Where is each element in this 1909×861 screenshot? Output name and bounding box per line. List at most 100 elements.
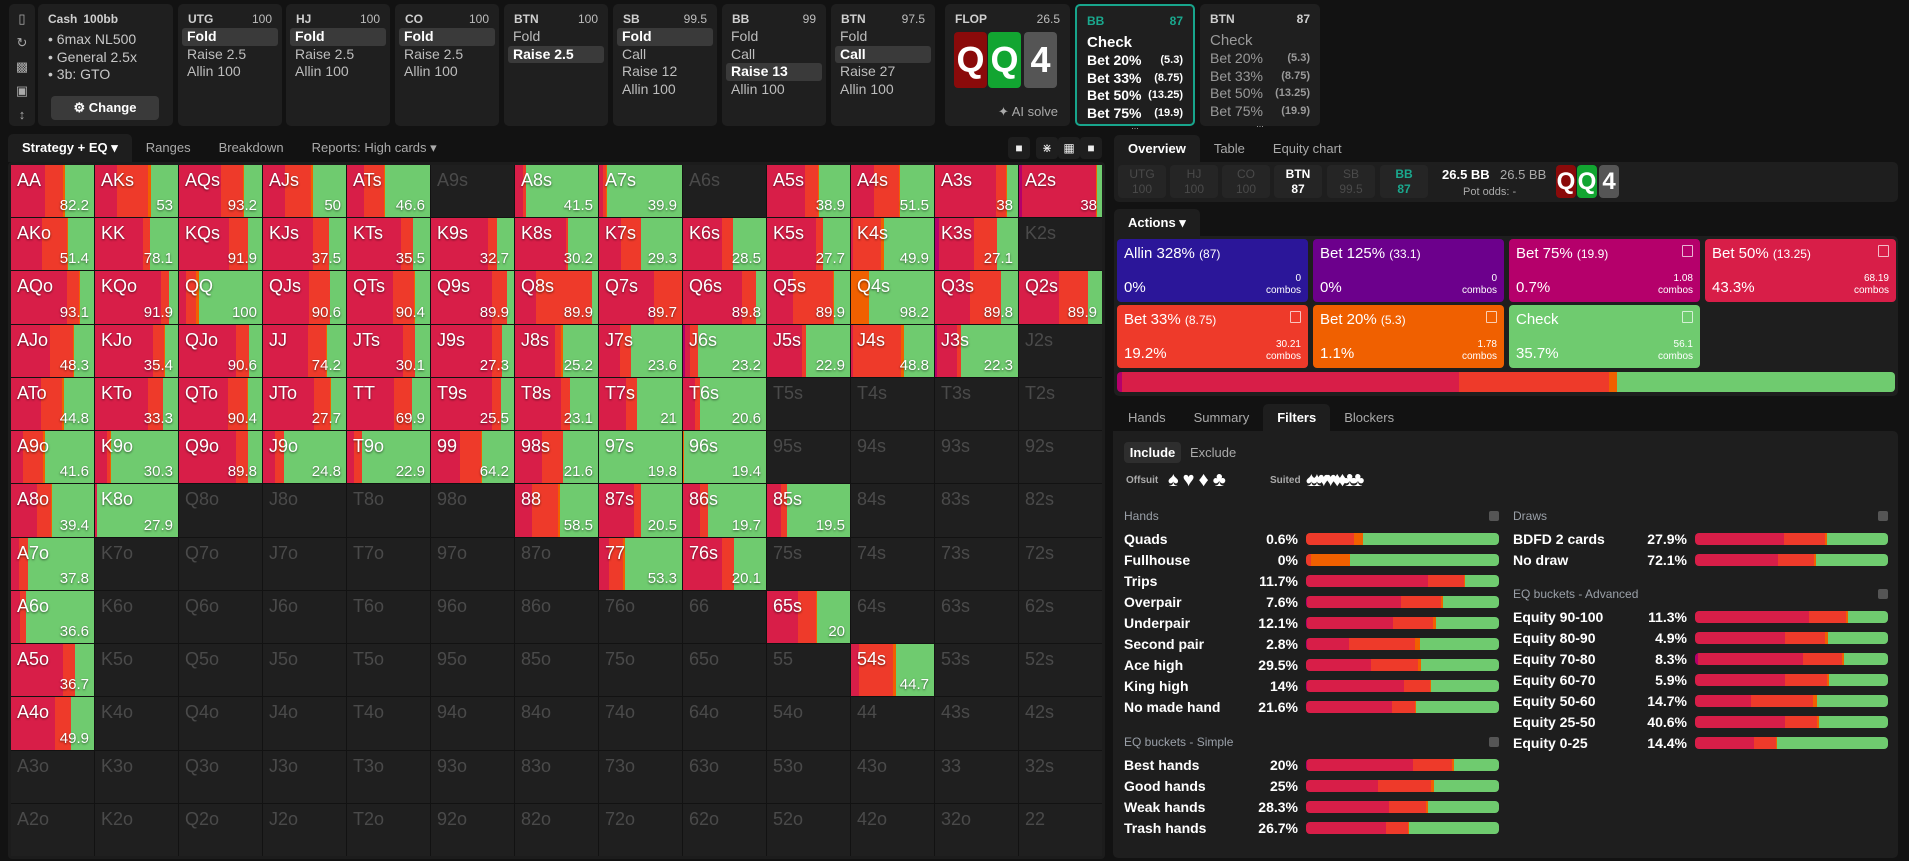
hand-cell[interactable]: Q7o xyxy=(179,537,262,590)
hand-cell[interactable]: 43o xyxy=(851,750,934,803)
hand-cell[interactable]: Q6s 89.8 xyxy=(683,271,766,324)
hand-cell[interactable]: 63s xyxy=(935,590,1018,644)
hand-cell[interactable]: JTo 27.7 xyxy=(263,377,346,431)
hand-cell[interactable]: 54s 44.7 xyxy=(851,644,934,697)
seat-utg[interactable]: UTG 100 xyxy=(1118,165,1166,198)
section-checkbox[interactable] xyxy=(1878,589,1888,599)
hand-cell[interactable]: J7s 23.6 xyxy=(599,324,682,377)
hand-cell[interactable]: 32o xyxy=(935,803,1018,856)
hand-cell[interactable]: T7s 21 xyxy=(599,377,682,431)
action-option[interactable]: Raise 13 xyxy=(726,63,822,81)
hand-cell[interactable]: AJs 50 xyxy=(263,165,346,218)
action-option[interactable]: Fold xyxy=(617,28,713,46)
filter-row[interactable]: Best hands 20% xyxy=(1124,754,1499,775)
seat-sb[interactable]: SB 99.5 xyxy=(1327,165,1375,198)
hand-cell[interactable]: 53o xyxy=(767,750,850,803)
hand-cell[interactable]: 94s xyxy=(851,431,934,484)
hand-cell[interactable]: Q4s 98.2 xyxy=(851,271,934,324)
hand-cell[interactable]: 22 xyxy=(1019,803,1102,856)
details-icon[interactable] xyxy=(1290,311,1301,323)
hand-cell[interactable]: A9s xyxy=(431,165,514,218)
action-tile-bet-33-[interactable]: Bet 33% (8.75) 19.2% 30.21 combos xyxy=(1117,305,1308,368)
hand-cell[interactable]: Q4o xyxy=(179,697,262,750)
hand-cell[interactable]: A5s 38.9 xyxy=(767,165,850,218)
action-option[interactable]: Call xyxy=(622,45,647,62)
hand-cell[interactable]: J2s xyxy=(1019,324,1102,377)
more-indicator[interactable]: ... xyxy=(1256,119,1264,129)
bet-option[interactable]: Bet 20% (5.3) xyxy=(1087,52,1183,68)
hand-cell[interactable]: T4s xyxy=(851,377,934,431)
hand-cell[interactable]: Q3s 89.8 xyxy=(935,271,1018,324)
hand-cell[interactable]: 52o xyxy=(767,803,850,856)
hand-cell[interactable]: 74s xyxy=(851,537,934,590)
tab-strategy-eq[interactable]: Strategy + EQ ▾ xyxy=(8,134,132,162)
hand-cell[interactable]: J8s 25.2 xyxy=(515,324,598,377)
hand-cell[interactable]: 95s xyxy=(767,431,850,484)
hand-cell[interactable]: T2s xyxy=(1019,377,1102,431)
filter-row[interactable]: Overpair 7.6% xyxy=(1124,591,1499,612)
filter-row[interactable]: Good hands 25% xyxy=(1124,775,1499,796)
club-icon[interactable]: ♣ xyxy=(1212,469,1230,491)
bet-option[interactable]: Bet 33% (8.75) xyxy=(1087,69,1183,86)
hand-cell[interactable]: A4s 51.5 xyxy=(851,165,934,218)
filter-row[interactable]: Equity 70-80 8.3% xyxy=(1513,648,1888,669)
hand-cell[interactable]: 43s xyxy=(935,697,1018,750)
hand-cell[interactable]: AQo 93.1 xyxy=(11,271,94,324)
filter-row[interactable]: No made hand 21.6% xyxy=(1124,696,1499,717)
seat-co[interactable]: CO 100 xyxy=(1222,165,1270,198)
hand-cell[interactable]: 52s xyxy=(1019,644,1102,697)
hand-cell[interactable]: A9o 41.6 xyxy=(11,431,94,484)
hand-cell[interactable]: 87o xyxy=(515,537,598,590)
hand-cell[interactable]: A5o 36.7 xyxy=(11,644,94,697)
hand-cell[interactable]: KK 78.1 xyxy=(95,218,178,271)
hand-cell[interactable]: 96s 19.4 xyxy=(683,431,766,484)
tab-hands[interactable]: Hands xyxy=(1128,410,1166,425)
hand-cell[interactable]: 88 58.5 xyxy=(515,484,598,537)
hand-cell[interactable]: 95o xyxy=(431,644,514,697)
filter-row[interactable]: Underpair 12.1% xyxy=(1124,612,1499,633)
compress-icon[interactable]: ⋇ xyxy=(1036,137,1058,159)
hand-cell[interactable]: K5o xyxy=(95,644,178,697)
hand-cell[interactable]: A3o xyxy=(11,750,94,803)
tab-breakdown[interactable]: Breakdown xyxy=(218,140,284,155)
hand-cell[interactable]: T4o xyxy=(347,697,430,750)
hand-cell[interactable]: J6s 23.2 xyxy=(683,324,766,377)
check-option[interactable]: Check xyxy=(1210,32,1253,49)
text-height-icon[interactable]: ↕ xyxy=(18,107,26,122)
action-tile-allin-328-[interactable]: Allin 328% (87) 0% 0 combos xyxy=(1117,239,1308,302)
hand-cell[interactable]: A6s xyxy=(683,165,766,218)
hand-cell[interactable]: K8s 30.2 xyxy=(515,218,598,271)
hand-cell[interactable]: 83s xyxy=(935,484,1018,537)
hand-cell[interactable]: J4o xyxy=(263,697,346,750)
hand-cell[interactable]: Q5o xyxy=(179,644,262,697)
section-checkbox[interactable] xyxy=(1878,511,1888,521)
hand-cell[interactable]: 65o xyxy=(683,644,766,697)
hand-cell[interactable]: 99 64.2 xyxy=(431,431,514,484)
filter-row[interactable]: Equity 80-90 4.9% xyxy=(1513,627,1888,648)
bet-option[interactable]: Bet 50% (13.25) xyxy=(1210,85,1310,101)
hand-cell[interactable]: K2s xyxy=(1019,218,1102,271)
action-option[interactable]: Raise 2.5 xyxy=(187,45,247,62)
hand-cell[interactable]: 42s xyxy=(1019,697,1102,750)
hand-cell[interactable]: 72s xyxy=(1019,537,1102,590)
filter-row[interactable]: Equity 50-60 14.7% xyxy=(1513,690,1888,711)
section-checkbox[interactable] xyxy=(1489,737,1499,747)
hand-cell[interactable]: J3o xyxy=(263,750,346,803)
filter-row[interactable]: Trips 11.7% xyxy=(1124,570,1499,591)
grid-icon[interactable]: ▦ xyxy=(1058,137,1080,159)
hand-cell[interactable]: 85s 19.5 xyxy=(767,484,850,537)
hand-cell[interactable]: 97s 19.8 xyxy=(599,431,682,484)
hand-cell[interactable]: 33 xyxy=(935,750,1018,803)
heart-icon[interactable]: ♥♥ xyxy=(1317,469,1337,491)
hand-cell[interactable]: K7s 29.3 xyxy=(599,218,682,271)
refresh-icon[interactable]: ↻ xyxy=(16,35,28,50)
filter-row[interactable]: Second pair 2.8% xyxy=(1124,633,1499,654)
hand-cell[interactable]: 76s 20.1 xyxy=(683,537,766,590)
action-option[interactable]: Raise 2.5 xyxy=(404,45,464,62)
hand-cell[interactable]: ATs 46.6 xyxy=(347,165,430,218)
hand-cell[interactable]: 82o xyxy=(515,803,598,856)
hand-cell[interactable]: QTo 90.4 xyxy=(179,377,262,431)
filter-row[interactable]: Equity 90-100 11.3% xyxy=(1513,606,1888,627)
hand-cell[interactable]: J9o 24.8 xyxy=(263,431,346,484)
hand-cell[interactable]: 96o xyxy=(431,590,514,644)
